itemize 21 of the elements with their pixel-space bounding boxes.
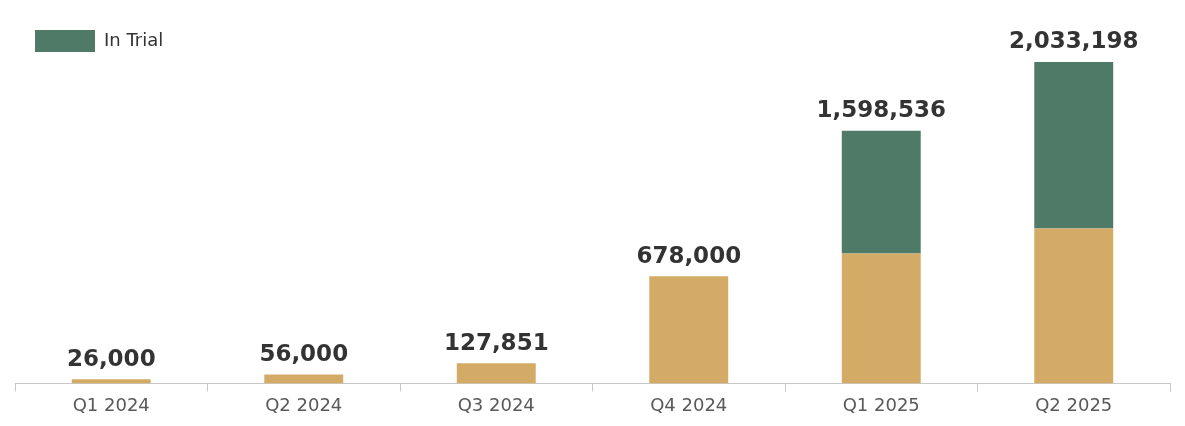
bar	[264, 374, 344, 384]
annotation: 678,000	[636, 241, 742, 268]
annotation: 26,000	[66, 344, 156, 371]
x-tick-label: Q1 2025	[842, 393, 920, 415]
bar	[841, 130, 921, 254]
x-tick-label: Q2 2025	[1035, 393, 1113, 415]
bar	[841, 253, 921, 384]
bar	[1034, 62, 1114, 229]
annotation: 56,000	[259, 340, 349, 367]
bar	[649, 276, 729, 384]
x-tick-label: Q1 2024	[72, 393, 150, 415]
annotation: 1,598,536	[816, 96, 946, 123]
x-tick-label: Q4 2024	[650, 393, 728, 415]
x-tick-label: Q3 2024	[457, 393, 535, 415]
legend-label: In Trial	[104, 28, 164, 50]
annotation: 2,033,198	[1009, 27, 1139, 54]
bar	[456, 363, 536, 384]
bar	[1034, 228, 1114, 384]
x-tick-label: Q2 2024	[265, 393, 343, 415]
bar	[71, 379, 151, 384]
annotation: 127,851	[443, 328, 549, 355]
